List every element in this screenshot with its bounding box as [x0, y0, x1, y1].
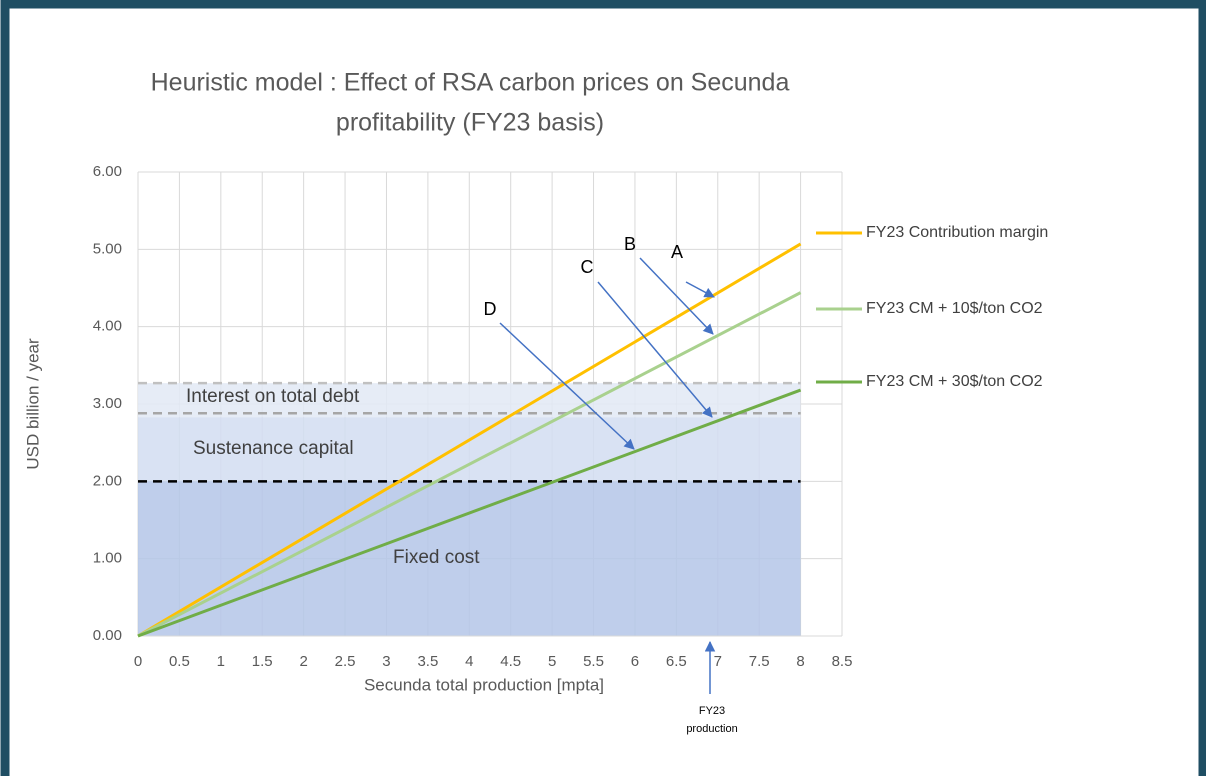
- y-tick-label: 5.00: [93, 240, 122, 257]
- x-axis-label: Secunda total production [mpta]: [364, 675, 604, 694]
- x-tick-label: 3.5: [417, 653, 438, 670]
- band: [138, 383, 801, 418]
- y-tick-label: 3.00: [93, 395, 122, 412]
- annotation-label: A: [671, 242, 683, 262]
- chart-title: profitability (FY23 basis): [336, 109, 604, 137]
- y-tick-label: 0.00: [93, 627, 122, 644]
- legend-label: FY23 CM + 30$/ton CO2: [866, 373, 1043, 390]
- y-tick-label: 1.00: [93, 550, 122, 567]
- band-label: Interest on total debt: [186, 386, 360, 407]
- x-tick-label: 0: [134, 653, 142, 670]
- x-tick-label: 8.5: [832, 653, 853, 670]
- annotation-label: B: [624, 234, 636, 254]
- band: [138, 417, 801, 482]
- x-tick-label: 8: [796, 653, 804, 670]
- x-tick-label: 3: [382, 653, 390, 670]
- band: [138, 481, 801, 636]
- x-tick-label: 1.5: [252, 653, 273, 670]
- x-tick-label: 2: [299, 653, 307, 670]
- annotation-arrow: [597, 281, 713, 418]
- x-tick-label: 5: [548, 653, 556, 670]
- x-tick-label: 6.5: [666, 653, 687, 670]
- x-tick-label: 7: [714, 653, 722, 670]
- y-axis-label: USD billion / year: [23, 338, 42, 470]
- y-tick-label: 2.00: [93, 472, 122, 489]
- x-tick-label: 4.5: [500, 653, 521, 670]
- x-tick-label: 5.5: [583, 653, 604, 670]
- series-line: [137, 291, 802, 638]
- series-line: [137, 388, 802, 638]
- annotation-arrow: [685, 281, 715, 298]
- y-tick-label: 6.00: [93, 163, 122, 180]
- x-tick-label: 6: [631, 653, 639, 670]
- x-tick-label: 4: [465, 653, 473, 670]
- legend-label: FY23 CM + 10$/ton CO2: [866, 300, 1043, 317]
- annotation-arrow: [639, 257, 714, 335]
- marker-note: production: [686, 723, 737, 735]
- x-tick-label: 1: [217, 653, 225, 670]
- x-tick-label: 2.5: [335, 653, 356, 670]
- band-label: Sustenance capital: [193, 438, 354, 459]
- annotation-arrow: [499, 322, 635, 450]
- band-label: Fixed cost: [393, 547, 480, 568]
- x-tick-label: 7.5: [749, 653, 770, 670]
- legend-label: FY23 Contribution margin: [866, 224, 1048, 241]
- marker-note: FY23: [699, 705, 725, 717]
- chart-title: Heuristic model : Effect of RSA carbon p…: [151, 69, 790, 97]
- x-tick-label: 0.5: [169, 653, 190, 670]
- annotation-label: D: [484, 299, 497, 319]
- y-tick-label: 4.00: [93, 318, 122, 335]
- annotation-label: C: [581, 257, 594, 277]
